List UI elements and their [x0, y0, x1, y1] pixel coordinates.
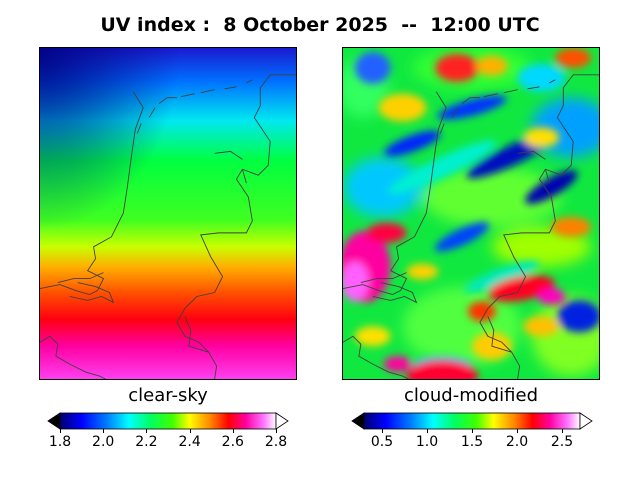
colorbar-tick-label: 2.0	[92, 434, 115, 450]
colorbar-tick-label: 2.6	[221, 434, 244, 450]
colorbar-tick-mark	[382, 429, 383, 433]
colorbar-tick-label: 2.0	[505, 434, 529, 450]
colorbar-tick-mark	[562, 429, 563, 433]
figure-title: UV index : 8 October 2025 -- 12:00 UTC	[100, 14, 540, 36]
coastline	[40, 74, 296, 379]
colorbar-tick-label: 2.5	[550, 434, 574, 450]
cloud-modified-colorbar	[351, 412, 593, 430]
clear-sky-map	[39, 47, 297, 380]
colorbar-tick-label: 1.8	[48, 434, 72, 450]
cloud-modified-map	[342, 47, 600, 380]
colorbar-tick-label: 0.5	[370, 434, 394, 450]
clear-sky-colorbar	[47, 412, 289, 430]
wadden-islands	[136, 79, 253, 134]
colorbar-tick-label: 2.4	[178, 434, 201, 450]
colorbar-tick-mark	[276, 429, 277, 433]
colorbar-tick-mark	[146, 429, 148, 433]
clear-sky-label: clear-sky	[128, 385, 208, 406]
colorbar-tick-label: 2.2	[135, 434, 158, 450]
colorbar-tick-mark	[189, 429, 191, 433]
colorbar-tick-mark	[472, 429, 473, 433]
coastline	[343, 74, 599, 379]
colorbar-tick-mark	[60, 429, 61, 433]
colorbar-tick-mark	[232, 429, 234, 433]
wadden-islands	[439, 79, 556, 134]
colorbar-tick-mark	[427, 429, 428, 433]
colorbar-tick-label: 2.8	[264, 434, 288, 450]
colorbar-tick-mark	[103, 429, 105, 433]
colorbar-tick-label: 1.0	[415, 434, 439, 450]
colorbar-tick-label: 1.5	[460, 434, 484, 450]
cloud-modified-label: cloud-modified	[403, 385, 539, 406]
colorbar-tick-mark	[517, 429, 518, 433]
